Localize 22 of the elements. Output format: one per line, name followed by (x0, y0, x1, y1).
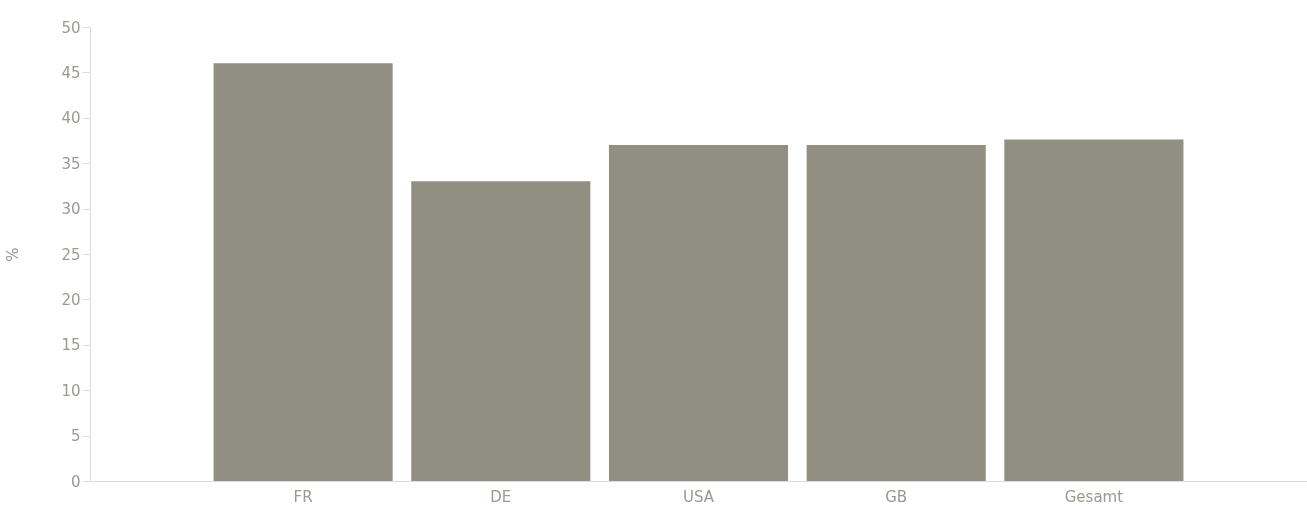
y-tick-label: 35 (61, 154, 81, 173)
bar (608, 145, 789, 481)
bar (213, 63, 393, 481)
bar (1004, 139, 1184, 481)
y-tick-label: 0 (70, 472, 81, 491)
y-tick-label: 50 (61, 18, 81, 37)
y-tick-label: 30 (61, 200, 81, 219)
x-tick-label: GB (885, 487, 908, 506)
x-tick-label: Gesamt (1064, 487, 1124, 506)
y-tick-label: 10 (61, 381, 81, 400)
y-axis-title: % (4, 247, 23, 262)
bar (806, 145, 986, 481)
bar (411, 181, 591, 481)
y-tick-label: 40 (61, 109, 81, 128)
x-tick-label: USA (682, 487, 715, 506)
y-tick-label: 15 (61, 336, 81, 355)
y-tick-label: 5 (70, 427, 81, 446)
y-tick-label: 20 (61, 290, 81, 309)
y-tick-label: 45 (61, 63, 81, 82)
x-tick-label: FR (293, 487, 313, 506)
y-tick-label: 25 (61, 245, 81, 264)
x-tick-label: DE (490, 487, 512, 506)
